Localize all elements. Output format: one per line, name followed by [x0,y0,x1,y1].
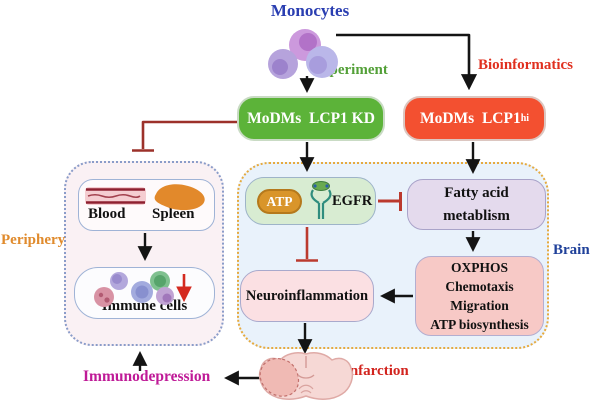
chemotaxis-line: Chemotaxis [445,279,514,294]
atp-pill: ATP [257,189,302,214]
oxphos-box: OXPHOS Chemotaxis Migration ATP biosynth… [415,256,544,336]
arrow-monocytes-to-hi [336,33,478,91]
atp-biosynthesis-line: ATP biosynthesis [430,317,529,332]
modms-lcp1-hi-box: MoDMs LCP1 hi [403,96,546,141]
neuroinflammation-box: Neuroinflammation [240,270,374,322]
neuroinflammation-label: Neuroinflammation [245,287,369,304]
blood-label: Blood [88,206,126,222]
immune-cells-label: Immune cells [101,298,188,314]
modms-lcp1-hi-label: MoDMs LCP1 [419,109,521,127]
brain-label: Brain [553,242,590,258]
migration-line: Migration [450,298,509,313]
blood-spleen-box [78,179,215,231]
immunodepression-label: Immunodepression [83,368,211,385]
egfr-label: EGFR [332,193,373,209]
fatty-acid-line2: metablism [443,207,510,224]
spleen-label: Spleen [152,206,195,222]
bioinformatics-label: Bioinformatics [478,57,573,73]
immune-cells-box: Immune cells [74,267,215,319]
atp-label: ATP [266,193,293,209]
atp-egfr-box [245,177,376,225]
modms-lcp1-kd-label: MoDMs LCP1 KD [247,109,375,127]
infarction-label: Infarction [344,363,409,379]
infarct-brain-icon [258,352,354,400]
oxphos-line: OXPHOS [450,260,508,275]
fatty-acid-metabolism-box: Fatty acid metablism [407,179,546,230]
inhibition-kd-to-periphery [132,120,237,152]
fatty-acid-line1: Fatty acid [444,184,509,201]
monocytes-title: Monocytes [270,1,350,20]
periphery-label: Periphery [1,232,66,248]
modms-lcp1-kd-box: MoDMs LCP1 KD [237,96,385,141]
experiment-label: Experiment [312,62,388,78]
